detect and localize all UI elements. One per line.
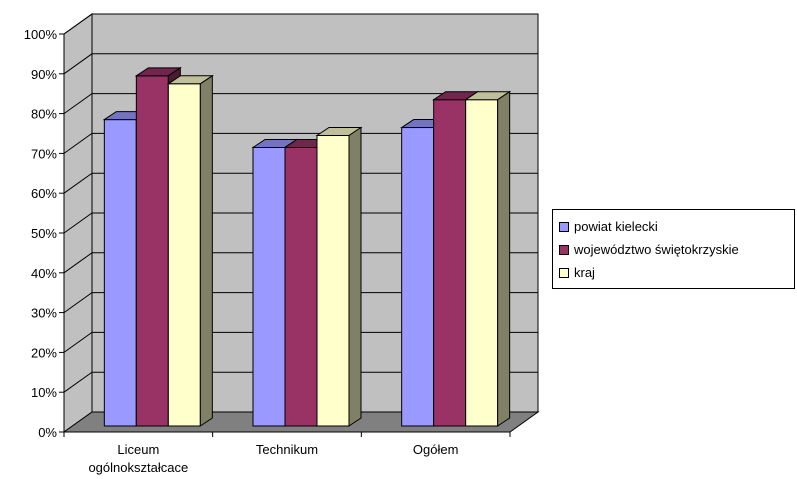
bar-side — [348, 126, 362, 427]
legend-label-2: kraj — [574, 265, 595, 280]
bars — [102, 66, 512, 427]
gridline — [63, 53, 538, 75]
legend-label-1: województwo świętokrzyskie — [574, 242, 739, 257]
x-axis-category-labels: Liceum ogólnokształcace Technikum Ogółem — [88, 442, 458, 475]
bar-front — [167, 83, 201, 427]
gridline — [63, 212, 538, 234]
y-tick-label: 0% — [38, 425, 57, 440]
legend-label-0: powiat kielecki — [574, 219, 658, 234]
gridline — [63, 292, 538, 314]
y-tick-label: 90% — [31, 67, 57, 82]
legend-item-2: kraj — [559, 261, 794, 284]
legend-item-0: powiat kielecki — [559, 215, 794, 238]
axes — [63, 34, 511, 437]
y-tick-label: 60% — [31, 186, 57, 201]
bar-side — [497, 90, 511, 427]
x-category-label: Technikum — [256, 442, 318, 457]
bar-front — [103, 119, 137, 427]
gridline — [63, 93, 538, 115]
gridline — [63, 252, 538, 274]
y-axis-tick-labels: 0% 10% 20% 30% 40% 50% 60% 70% 80% 90% 100% — [24, 27, 58, 440]
gridline — [63, 331, 538, 353]
y-tick-label: 40% — [31, 266, 57, 281]
gridline — [63, 172, 538, 194]
y-tick-label: 50% — [31, 226, 57, 241]
y-tick-label: 10% — [31, 385, 57, 400]
bar-front — [433, 99, 467, 427]
x-category-label: Liceum ogólnokształcace — [88, 442, 188, 475]
bar — [166, 74, 214, 427]
bar — [315, 126, 363, 427]
bar — [464, 90, 512, 427]
legend-swatch-2 — [559, 267, 569, 278]
bar-side — [199, 74, 213, 427]
gridline — [63, 13, 538, 35]
x-category-label: Ogółem — [413, 442, 459, 457]
bar-front — [316, 135, 350, 427]
bar-front — [465, 99, 499, 427]
gridlines — [59, 13, 538, 433]
bar-front — [135, 75, 169, 427]
bar-front — [401, 127, 435, 427]
legend-swatch-1 — [559, 244, 569, 255]
bar-front — [252, 146, 286, 427]
gridline — [63, 132, 538, 154]
y-tick-label: 80% — [31, 107, 57, 122]
bar-front — [284, 146, 318, 427]
legend-item-1: województwo świętokrzyskie — [559, 238, 794, 261]
gridline — [63, 371, 538, 393]
y-tick-label: 70% — [31, 146, 57, 161]
legend: powiat kielecki województwo świętokrzysk… — [552, 209, 795, 289]
legend-swatch-0 — [559, 221, 569, 232]
y-tick-label: 30% — [31, 306, 57, 321]
y-tick-label: 20% — [31, 345, 57, 360]
y-tick-label: 100% — [24, 27, 58, 42]
